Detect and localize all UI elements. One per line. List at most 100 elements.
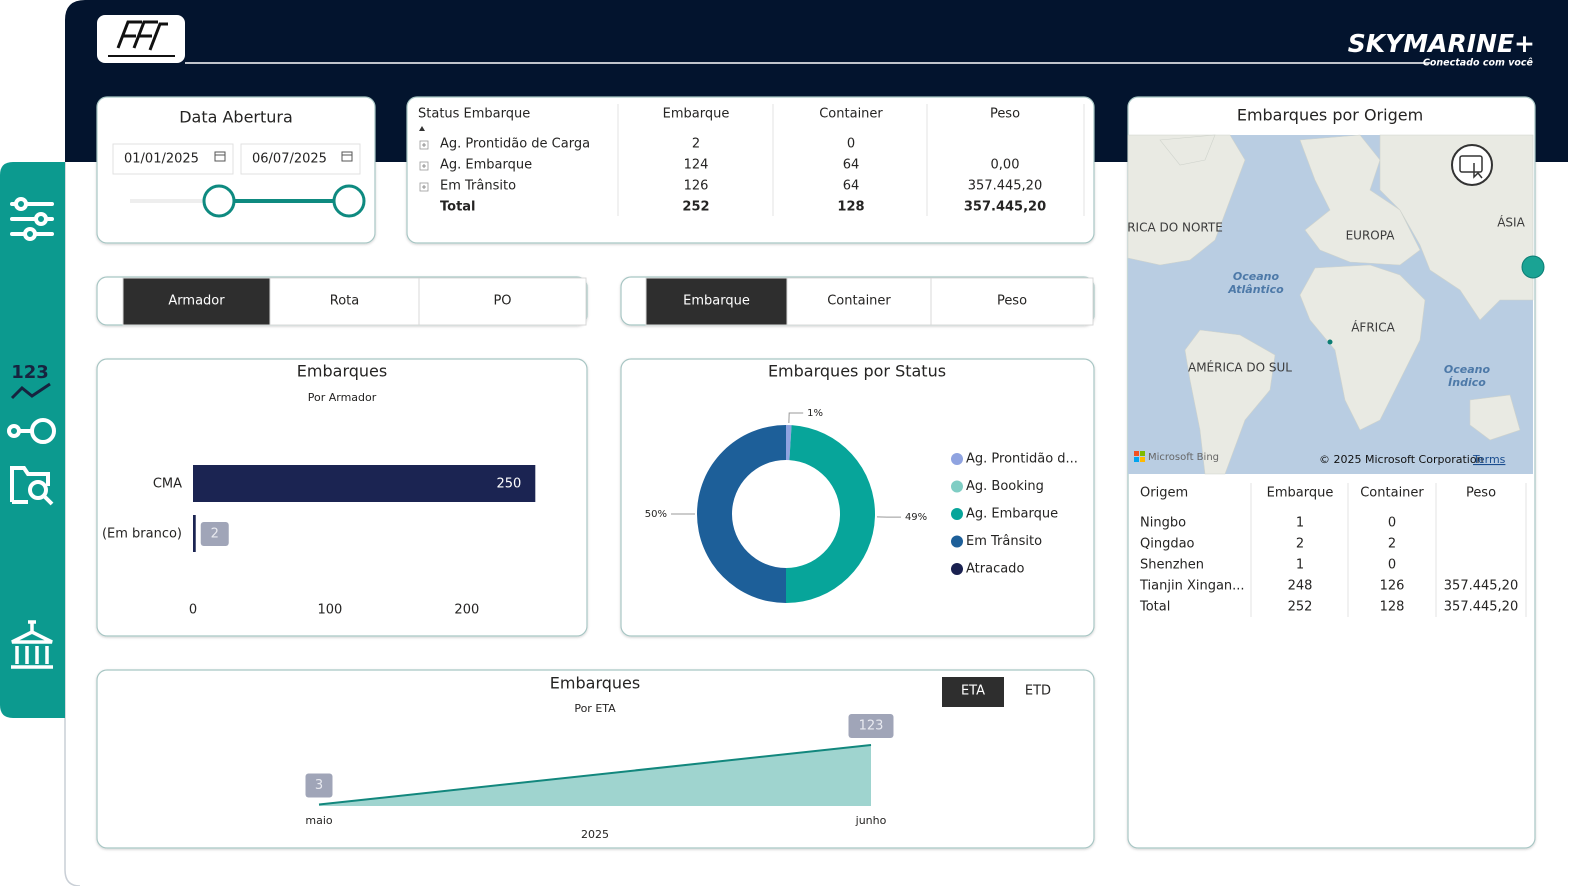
table-cell: 0 — [1388, 558, 1396, 573]
table-cell: 357.445,20 — [1444, 579, 1518, 594]
toggle-label[interactable]: ETD — [1025, 684, 1051, 699]
map[interactable] — [1127, 134, 1545, 475]
map-label: Índico — [1448, 376, 1486, 389]
search-icon[interactable] — [10, 466, 54, 506]
tab[interactable] — [786, 277, 932, 326]
legend-label: Ag. Embarque — [966, 507, 1058, 522]
status-card — [406, 96, 1095, 244]
table-header: Container — [1360, 486, 1424, 501]
map-title: Embarques por Origem — [1237, 106, 1423, 125]
map-label: Oceano — [1444, 363, 1491, 376]
row-label: Ag. Embarque — [440, 158, 532, 173]
leader-line — [788, 412, 804, 424]
table-cell: 248 — [1288, 579, 1313, 594]
chart-title: Embarques por Status — [768, 362, 946, 381]
donut-slice — [786, 425, 876, 603]
frame-edge — [64, 162, 81, 886]
x-tick-label: 100 — [318, 603, 343, 618]
map-label: ÁSIA — [1497, 215, 1525, 230]
row-label: Em Trânsito — [440, 179, 516, 194]
table-cell: 0,00 — [991, 158, 1020, 173]
row-label: Tianjin Xingan... — [1139, 579, 1245, 594]
data-label: 49% — [905, 512, 927, 523]
end-input[interactable] — [240, 143, 361, 175]
tab-label: PO — [493, 294, 511, 309]
table-header: Peso — [990, 107, 1020, 122]
row-label: Total — [1139, 600, 1170, 615]
tab[interactable] — [645, 277, 788, 326]
table-cell: 2 — [692, 137, 700, 152]
legend-marker — [951, 480, 963, 493]
table-cell: 124 — [684, 158, 709, 173]
table-cell: 64 — [843, 179, 860, 194]
legend-label: Em Trânsito — [966, 534, 1042, 549]
tab[interactable] — [122, 277, 271, 326]
logo-box — [97, 15, 185, 63]
data-label: 123 — [859, 718, 884, 733]
map-copyright: © 2025 Microsoft Corporation — [1319, 453, 1484, 466]
table-header: Status Embarque — [418, 107, 530, 122]
legend-marker — [951, 535, 963, 548]
expand-icon[interactable] — [419, 140, 429, 150]
table-cell: 1 — [1296, 558, 1304, 573]
x-axis-title: 2025 — [581, 828, 609, 841]
chart-subtitle: Por ETA — [574, 702, 616, 715]
metrics-icon-line — [10, 382, 51, 400]
filters-icon[interactable] — [10, 197, 54, 241]
eta-button-bg[interactable] — [942, 677, 1004, 707]
tab[interactable] — [418, 277, 587, 326]
row-label: Ag. Prontidão de Carga — [440, 137, 590, 152]
map-label: Oceano — [1233, 270, 1280, 283]
map-label: EUROPA — [1346, 229, 1396, 243]
donut-slice — [786, 425, 792, 461]
tab-label: Container — [827, 294, 891, 309]
row-label: Total — [440, 200, 476, 215]
tab[interactable] — [269, 277, 420, 326]
logo — [108, 20, 175, 57]
chart-title: Embarques — [297, 362, 387, 381]
row-label: Ningbo — [1140, 516, 1186, 531]
toggle-label[interactable]: ETA — [961, 684, 985, 699]
table-cell: 126 — [1380, 579, 1405, 594]
expand-icon[interactable] — [419, 161, 429, 171]
table-header: Embarque — [1267, 486, 1334, 501]
legend-marker — [951, 508, 963, 520]
header-bar — [65, 0, 1568, 880]
data-label-box — [305, 773, 333, 798]
metrics-icon[interactable]: 123 — [11, 362, 49, 383]
route-icon[interactable] — [7, 418, 56, 444]
row-label: Shenzhen — [1140, 558, 1204, 573]
tab-label: Embarque — [683, 294, 750, 309]
expand-icon[interactable] — [419, 182, 429, 192]
data-label: 250 — [496, 477, 521, 492]
start-input[interactable] — [112, 143, 234, 175]
expand-icon-plus — [422, 143, 426, 147]
brand: SKYMARINE+ — [1348, 29, 1535, 58]
table-header: Container — [819, 107, 883, 122]
map-label: RICA DO NORTE — [1127, 221, 1223, 235]
tab-label: Peso — [997, 294, 1027, 309]
table-cell: 64 — [843, 158, 860, 173]
expand-icon-plus — [422, 185, 426, 189]
tab[interactable] — [930, 277, 1094, 326]
sort-indicator — [419, 126, 425, 131]
slider-handle[interactable] — [332, 184, 366, 218]
data-label: 50% — [645, 509, 667, 520]
map-terms[interactable]: Terms — [1472, 453, 1506, 466]
legend-marker — [951, 453, 963, 465]
table-cell: 357.445,20 — [964, 200, 1046, 215]
table-cell: 128 — [1380, 600, 1405, 615]
bar — [193, 515, 196, 552]
data-label-box — [200, 522, 229, 546]
table-cell: 2 — [1296, 537, 1304, 552]
table-cell: 128 — [837, 200, 864, 215]
port-icon[interactable] — [11, 620, 53, 669]
legend-label: Ag. Prontidão d... — [966, 452, 1078, 467]
calendar-icons — [214, 151, 353, 162]
slider-handle[interactable] — [202, 184, 236, 218]
table-cell: 2 — [1388, 537, 1396, 552]
x-tick-label: junho — [855, 814, 887, 827]
map-label: ÁFRICA — [1351, 320, 1395, 335]
